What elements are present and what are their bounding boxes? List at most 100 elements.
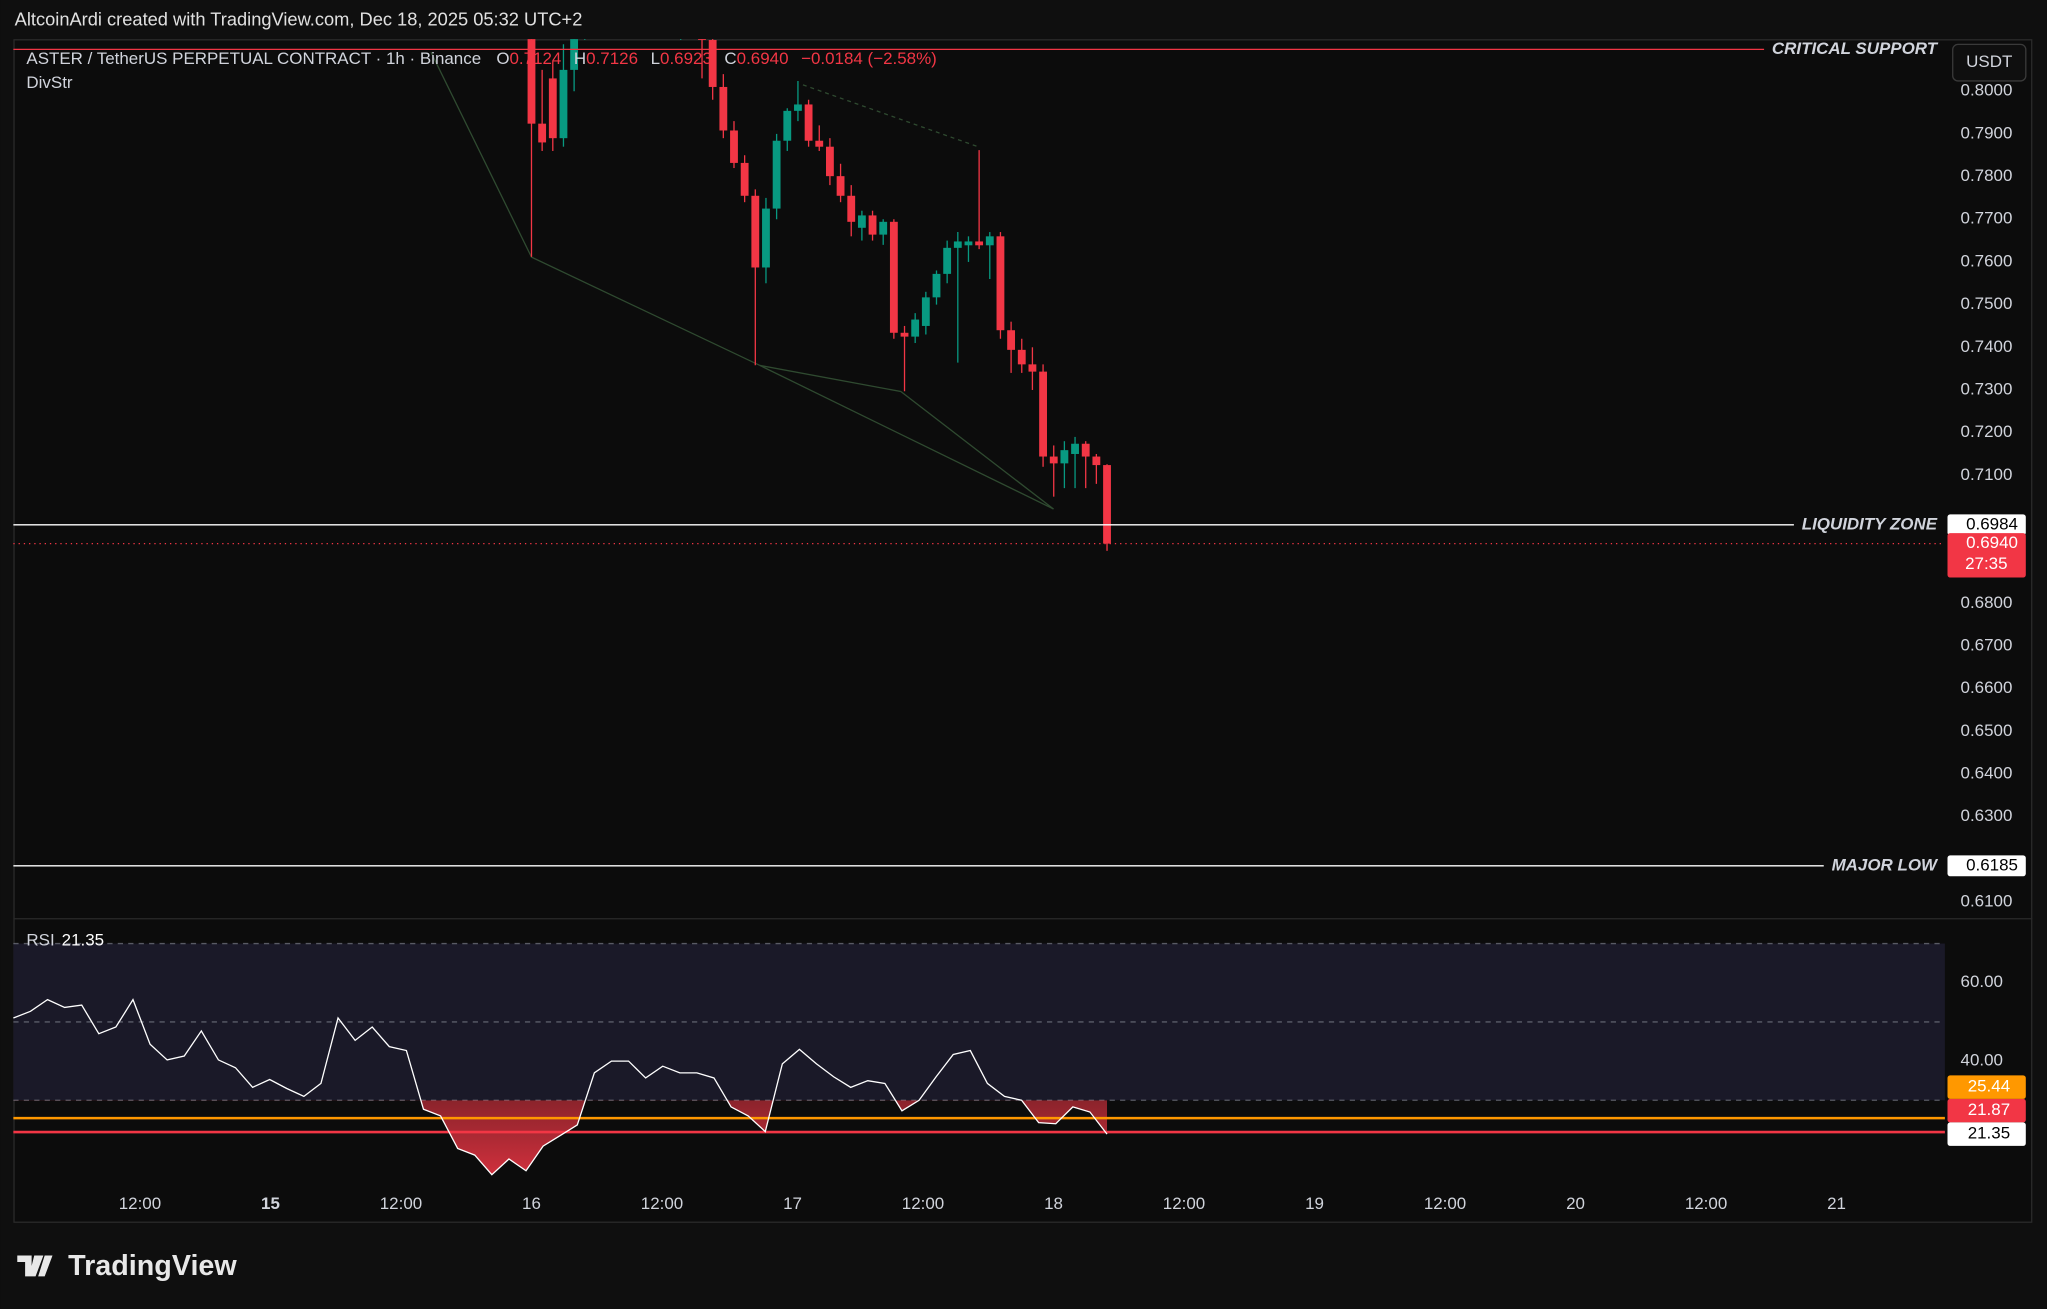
candle-body	[953, 241, 962, 248]
candle-body	[548, 78, 557, 139]
countdown: 27:35	[1965, 554, 2007, 573]
symbol-title: ASTER / TetherUS PERPETUAL CONTRACT · 1h…	[26, 50, 481, 69]
x-tick-label: 12:00	[1424, 1194, 1466, 1213]
y-tick-label: 0.7400	[1961, 337, 2013, 356]
candle-body	[847, 195, 856, 222]
x-tick-label: 12:00	[1685, 1194, 1727, 1213]
oversold-fill	[13, 1100, 1108, 1175]
rsi-marker-box	[1947, 1075, 2026, 1099]
candle-body	[975, 241, 984, 246]
y-tick-label: 0.8000	[1961, 81, 2013, 100]
candle-body	[730, 130, 738, 163]
rsi-marker-value: 21.87	[1968, 1100, 2010, 1119]
y-tick-label: 0.6600	[1961, 678, 2013, 697]
candle-body	[1081, 443, 1090, 457]
x-tick-label: 20	[1566, 1194, 1585, 1213]
last-price: 0.6940	[1966, 533, 2018, 552]
candle-body	[889, 221, 898, 333]
ohlc-value: 0.7124	[510, 50, 562, 69]
legend-line: ASTER / TetherUS PERPETUAL CONTRACT · 1h…	[26, 50, 936, 69]
logo: TradingView	[17, 1250, 237, 1282]
level-value-box	[1947, 855, 2026, 877]
candle-body	[1028, 364, 1037, 372]
candle-body	[698, 39, 706, 41]
candle-body	[879, 221, 888, 235]
credit: AltcoinArdi created with TradingView.com…	[15, 9, 583, 30]
candles	[527, 39, 1111, 551]
y-tick-label: 40.00	[1961, 1051, 2003, 1070]
ohlc-label: C	[724, 50, 736, 69]
rsi-line	[13, 998, 1108, 1176]
y-tick-label: 0.7200	[1961, 422, 2013, 441]
divergence-lines	[430, 51, 1054, 510]
y-tick-label: 0.6500	[1961, 721, 2013, 740]
ohlc-value: 0.6923	[660, 50, 712, 69]
candle-body	[825, 146, 834, 177]
candle-body	[527, 39, 536, 124]
x-tick-label: 16	[522, 1194, 541, 1213]
x-tick-label: 12:00	[380, 1194, 422, 1213]
candle-body	[985, 236, 994, 246]
y-tick-label: 0.7900	[1961, 123, 2013, 142]
y-tick-label: 0.7800	[1961, 166, 2013, 185]
candle-body	[1092, 456, 1101, 466]
candle-body	[836, 176, 845, 196]
rsi-title: RSI	[26, 930, 54, 949]
candle-body	[751, 195, 760, 268]
y-tick-label: 0.6400	[1961, 764, 2013, 783]
x-tick-label: 21	[1827, 1194, 1846, 1213]
rsi-last-box	[1947, 1122, 2026, 1146]
ohlc-label: O	[496, 50, 509, 69]
x-tick-label: 15	[261, 1194, 280, 1213]
ohlc-value: 0.7126	[586, 50, 638, 69]
candle-body	[943, 247, 952, 274]
y-tick-label: 60.00	[1961, 972, 2003, 991]
candle-body	[815, 140, 824, 147]
rsi-marker-box	[1947, 1098, 2026, 1123]
candle-body	[900, 332, 909, 337]
y-tick-label: 0.7700	[1961, 209, 2013, 228]
y-tick-label: 0.6300	[1961, 806, 2013, 825]
y-tick-label: 0.7300	[1961, 379, 2013, 398]
x-tick-label: 12:00	[641, 1194, 683, 1213]
candle-body	[559, 69, 568, 139]
candle-body	[868, 215, 877, 235]
y-tick-label: 0.6700	[1961, 636, 2013, 655]
candle-body	[794, 104, 802, 111]
candle-body	[804, 104, 813, 141]
rsi-last-value: 21.35	[1968, 1124, 2010, 1143]
x-tick-label: 19	[1305, 1194, 1324, 1213]
currency[interactable]: USDT	[1966, 52, 2012, 71]
candle-body	[762, 208, 770, 268]
level-value: 0.6984	[1966, 514, 2018, 533]
ohlc-label: L	[651, 50, 660, 69]
last-price-box	[1947, 533, 2026, 578]
candle-body	[1039, 371, 1047, 457]
candle-body	[708, 40, 717, 87]
candle-body	[1060, 450, 1069, 464]
candle-body	[1007, 330, 1016, 350]
candle-body	[740, 162, 749, 196]
y-tick-label: 0.7100	[1961, 465, 2013, 484]
ohlc-value: 0.6940	[737, 50, 789, 69]
y-tick-label: 0.6800	[1961, 593, 2013, 612]
y-tick-label: 0.7600	[1961, 251, 2013, 270]
candle-body	[964, 241, 973, 246]
x-tick-label: 12:00	[1163, 1194, 1205, 1213]
candle-body	[932, 273, 941, 298]
x-tick-label: 18	[1044, 1194, 1063, 1213]
currency-button[interactable]	[1952, 43, 2027, 82]
candle-body	[857, 215, 866, 228]
candle-body	[921, 297, 930, 326]
x-tick-label: 17	[783, 1194, 802, 1213]
candle-body	[1103, 465, 1111, 544]
level-label: CRITICAL SUPPORT	[1772, 39, 1939, 58]
rsi-marker-value: 25.44	[1968, 1077, 2010, 1096]
candle-body	[783, 110, 792, 141]
y-tick-label: 0.7500	[1961, 294, 2013, 313]
y-tick-label: 0.6100	[1961, 892, 2013, 911]
level-value: 0.6185	[1966, 855, 2018, 874]
indicator-name: DivStr	[26, 73, 73, 92]
ohlc-label: H	[574, 50, 586, 69]
